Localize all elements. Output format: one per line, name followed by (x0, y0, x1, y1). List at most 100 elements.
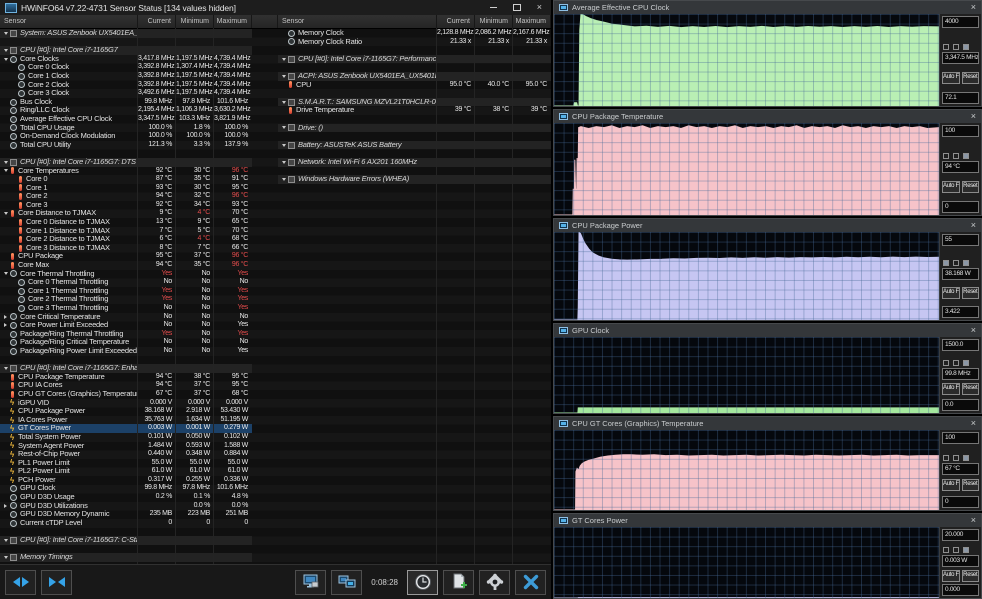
group-row[interactable]: ACPI: ASUS Zenbook UX5401EA_UX5401EA (278, 71, 551, 81)
sensor-row[interactable]: Core 1 Clock 3,392.8 MHz 1,197.5 MHz 4,739.… (0, 72, 252, 81)
graph-titlebar[interactable]: CPU Package Power × (554, 219, 981, 232)
column-header[interactable]: Sensor Current Minimum Maximum (0, 15, 252, 29)
graph-checkbox[interactable] (943, 547, 949, 554)
collapse-columns-button[interactable] (41, 569, 72, 595)
collapse-chevron-icon[interactable] (4, 272, 8, 276)
graph-checkbox[interactable] (953, 44, 959, 51)
sensor-row[interactable]: Core Thermal Throttling Yes No Yes (0, 270, 252, 279)
current-value-box[interactable]: 94 °C (942, 161, 979, 174)
sensor-row[interactable]: ϟ PL2 Power Limit 61.0 W 61.0 W 61.0 W (0, 467, 252, 476)
group-row[interactable]: Windows Hardware Errors (WHEA) (278, 175, 551, 184)
sensor-row[interactable]: Package/Ring Power Limit Exceeded No No Yes (0, 347, 252, 356)
sensor-row[interactable]: ϟ iGPU VID 0.000 V 0.000 V 0.000 V (0, 399, 252, 408)
sensor-row[interactable]: Core Power Limit Exceeded No No Yes (0, 321, 252, 330)
scale-min-box[interactable]: 0.0 (942, 399, 979, 412)
sensor-row[interactable]: Ring/LLC Clock 2,195.4 MHz 1,106.3 MHz 3,63… (0, 106, 252, 115)
sensor-row[interactable]: ϟ PL1 Power Limit 55.0 W 55.0 W 55.0 W (0, 459, 252, 468)
collapse-chevron-icon[interactable] (282, 126, 286, 130)
header-maximum[interactable]: Maximum (214, 15, 252, 28)
maximize-icon[interactable] (512, 4, 521, 11)
sensor-row[interactable]: CPU Package 95 °C 37 °C 96 °C (0, 252, 252, 261)
graph-plot-area[interactable] (554, 232, 940, 320)
scale-max-box[interactable]: 55 (942, 234, 979, 246)
sensor-row[interactable]: Core Critical Temperature No No No (0, 313, 252, 322)
expand-chevron-icon[interactable] (4, 314, 7, 319)
sensor-row[interactable]: Average Effective CPU Clock 3,347.5 MHz 10… (0, 115, 252, 124)
sensor-row[interactable]: CPU GT Cores (Graphics) Temperature 67 °C… (0, 390, 252, 399)
graph-checkbox[interactable] (963, 260, 969, 267)
sensor-row[interactable]: Memory Clock Ratio 21.33 x 21.33 x 21.33 x (278, 38, 551, 47)
reset-button[interactable]: Reset (961, 479, 979, 492)
sensor-row[interactable]: CPU 95.0 °C 40.0 °C 95.0 °C (278, 81, 551, 90)
column-header[interactable]: Sensor Current Minimum Maximum (278, 15, 551, 29)
sensor-row[interactable]: Core 3 92 °C 34 °C 93 °C (0, 201, 252, 210)
sensor-row[interactable]: CPU IA Cores 94 °C 37 °C 95 °C (0, 381, 252, 390)
sensor-row[interactable]: Core 2 Thermal Throttling Yes No Yes (0, 295, 252, 304)
sensor-row[interactable]: Core 2 Clock 3,392.8 MHz 1,197.5 MHz 4,739.… (0, 81, 252, 90)
graph-titlebar[interactable]: CPU Package Temperature × (554, 110, 981, 123)
sensor-row[interactable]: Total CPU Usage 100.0 % 1.8 % 100.0 % (0, 124, 252, 133)
sensor-row[interactable]: Core 0 Distance to TJMAX 13 °C 9 °C 65 °C (0, 218, 252, 227)
header-maximum[interactable]: Maximum (513, 15, 551, 28)
graph-checkbox[interactable] (943, 153, 949, 160)
sensor-row[interactable]: Core 3 Clock 3,492.6 MHz 1,197.5 MHz 4,739.… (0, 89, 252, 98)
pane-splitter[interactable] (252, 15, 278, 564)
group-row[interactable]: System: ASUS Zenbook UX5401EA_UX5401EA (0, 29, 252, 38)
group-row[interactable]: S.M.A.R.T.: SAMSUNG MZVL21T0HCLR-00B00 (… (278, 97, 551, 107)
group-row[interactable]: Network: Intel Wi-Fi 6 AX201 160MHz (278, 157, 551, 167)
sensor-row[interactable]: Total CPU Utility 121.3 % 3.3 % 137.9 % (0, 141, 252, 150)
sensor-row[interactable]: Core 0 Thermal Throttling No No No (0, 278, 252, 287)
reset-button[interactable]: Reset (961, 383, 979, 396)
graph-titlebar[interactable]: CPU GT Cores (Graphics) Temperature × (554, 417, 981, 430)
collapse-chevron-icon[interactable] (4, 169, 8, 173)
graph-titlebar[interactable]: GT Cores Power × (554, 514, 981, 527)
reset-button[interactable]: Reset (961, 287, 979, 300)
sensor-row[interactable]: ϟ IA Cores Power 35.763 W 1.634 W 51.195 W (0, 416, 252, 425)
collapse-chevron-icon[interactable] (282, 100, 286, 104)
collapse-chevron-icon[interactable] (4, 556, 8, 560)
sensor-row[interactable]: Package/Ring Critical Temperature No No No (0, 338, 252, 347)
sensor-row[interactable]: Drive Temperature 39 °C 38 °C 39 °C (278, 106, 551, 115)
auto-fit-button[interactable]: Auto Fit (942, 383, 960, 396)
auto-fit-button[interactable]: Auto Fit (942, 479, 960, 492)
sensor-row[interactable]: ϟ CPU Package Power 38.168 W 2.918 W 53.430 … (0, 407, 252, 416)
scale-max-box[interactable]: 100 (942, 432, 979, 444)
current-value-box[interactable]: 99.8 MHz (942, 367, 979, 380)
scale-min-box[interactable]: 0 (942, 201, 979, 213)
sensor-row[interactable]: ϟ System Agent Power 1.484 W 0.593 W 1.588 W (0, 442, 252, 451)
scale-min-box[interactable]: 72.1 (942, 92, 979, 104)
group-row[interactable]: Battery: ASUSTeK ASUS Battery (278, 140, 551, 150)
header-current[interactable]: Current (437, 15, 475, 28)
collapse-chevron-icon[interactable] (4, 366, 8, 370)
group-row[interactable]: CPU [#0]: Intel Core i7-1165G7: Performa… (278, 54, 551, 64)
scale-max-box[interactable]: 4000 (942, 16, 979, 28)
summary-button[interactable] (295, 569, 327, 595)
sensor-row[interactable]: On-Demand Clock Modulation 100.0 % 100.0 %… (0, 132, 252, 141)
graph-checkbox[interactable] (943, 359, 949, 366)
collapse-chevron-icon[interactable] (282, 57, 286, 61)
sensor-row[interactable]: ϟ GT Cores Power 0.003 W 0.001 W 0.279 W (0, 424, 252, 433)
close-icon[interactable]: × (536, 2, 542, 12)
collapse-chevron-icon[interactable] (4, 57, 8, 61)
collapse-chevron-icon[interactable] (282, 74, 286, 78)
header-minimum[interactable]: Minimum (475, 15, 513, 28)
close-sensors-button[interactable] (515, 569, 546, 595)
report-button[interactable] (443, 569, 474, 595)
graph-checkbox[interactable] (963, 454, 969, 461)
sensor-row[interactable]: Core 1 93 °C 30 °C 95 °C (0, 184, 252, 193)
scale-max-box[interactable]: 1500.0 (942, 339, 979, 351)
sensor-row[interactable]: Bus Clock 99.8 MHz 97.8 MHz 101.6 MHz (0, 98, 252, 107)
group-row[interactable]: CPU [#0]: Intel Core i7-1165G7: C-State … (0, 536, 252, 545)
sensor-row[interactable]: Core 0 Clock 3,392.8 MHz 1,307.4 MHz 4,739.… (0, 63, 252, 72)
graph-titlebar[interactable]: Average Effective CPU Clock × (554, 1, 981, 14)
graph-checkbox[interactable] (953, 359, 959, 366)
header-sensor[interactable]: Sensor (0, 15, 138, 28)
auto-fit-button[interactable]: Auto Fit (942, 569, 960, 582)
graph-checkbox[interactable] (953, 260, 959, 267)
current-value-box[interactable]: 0.003 W (942, 555, 979, 568)
sensor-row[interactable]: Core 3 Thermal Throttling No No Yes (0, 304, 252, 313)
graph-checkbox[interactable] (943, 260, 949, 267)
sensor-row[interactable]: GPU D3D Memory Dynamic 235 MB 223 MB 251 MB (0, 510, 252, 519)
current-value-box[interactable]: 38.168 W (942, 268, 979, 281)
collapse-chevron-icon[interactable] (4, 212, 8, 216)
